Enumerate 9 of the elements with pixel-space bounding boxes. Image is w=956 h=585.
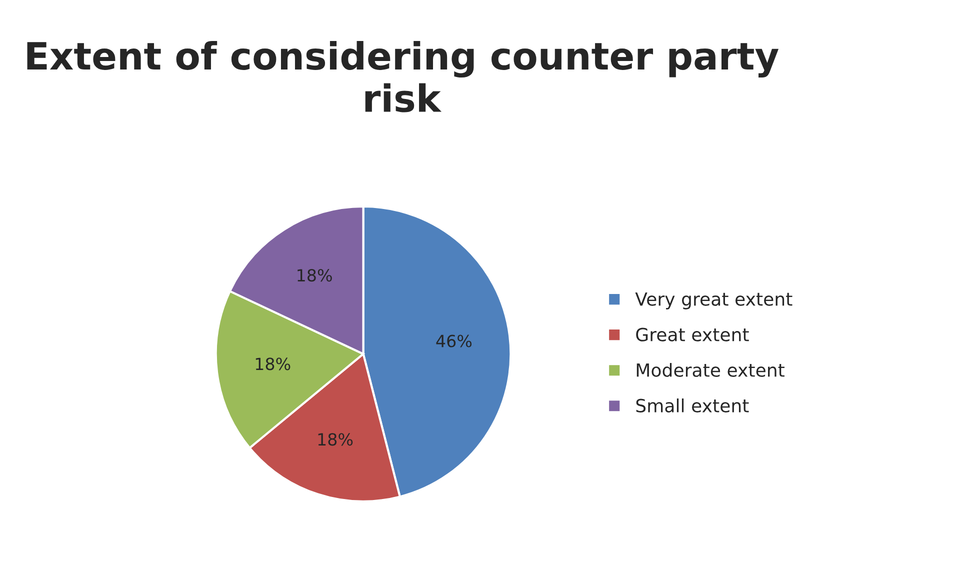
chart-title: Extent of considering counter party risk (27, 40, 779, 112)
legend-label: Moderate extent (636, 362, 784, 377)
data-label: 18% (256, 358, 290, 370)
legend-label: Great extent (636, 328, 749, 342)
legend-label: Very great extent (635, 292, 792, 310)
data-label: 18% (318, 433, 353, 446)
data-label: 46% (436, 334, 472, 348)
data-label: 18% (298, 268, 332, 282)
legend-label: Small extent (636, 398, 749, 412)
